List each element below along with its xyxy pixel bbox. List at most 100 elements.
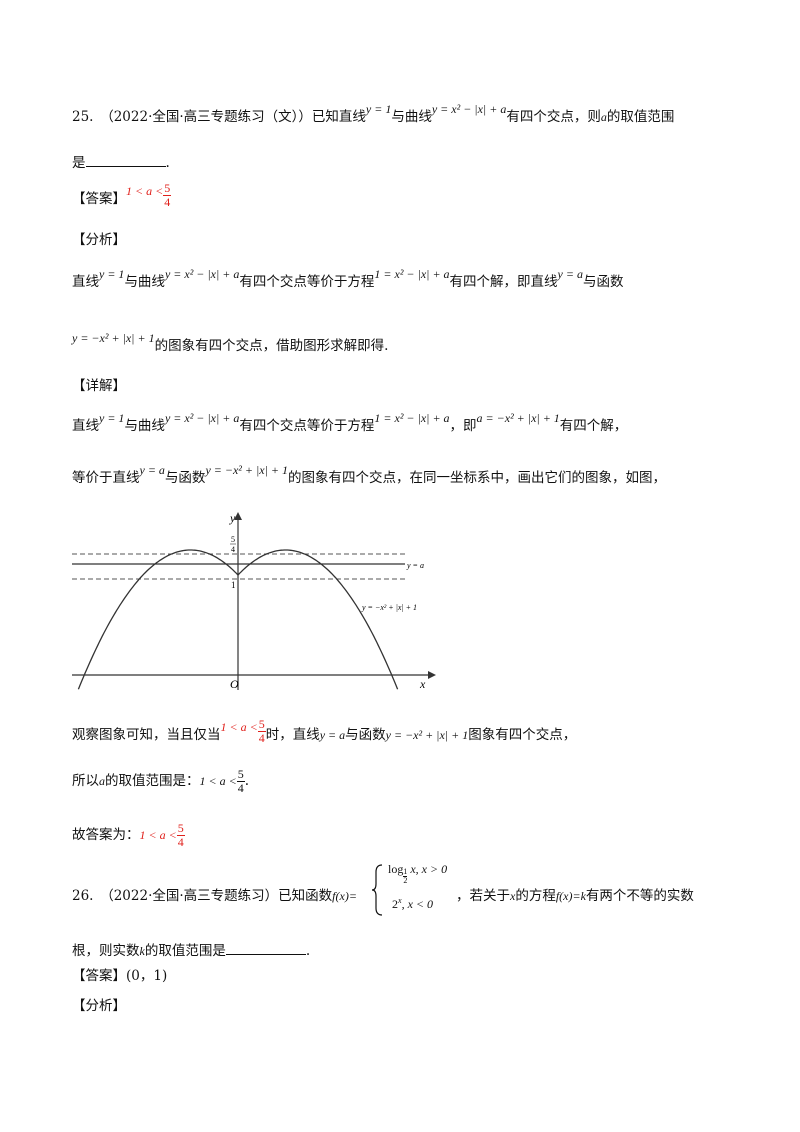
q25-final-line: 故答案为：1 < a <5 4 [72,822,185,849]
log-text: log [388,862,404,876]
var-x: x [510,889,516,903]
denominator: 4 [237,781,244,795]
text: 与函数 [582,274,624,290]
eq: a = −x² + |x| + 1 [476,411,560,425]
eq: y = −x² + |x| + 1 [72,331,155,345]
eq: y = 1 [99,411,125,425]
q26-stem-line1-tail: ，若关于x的方程f(x)=k有两个不等的实数 [456,886,694,906]
text-is: 是 [72,155,86,171]
text: 与曲线 [124,274,165,290]
q26-lead: 26. （2022·全国·高三专题练习）已知函数 [72,888,333,904]
text: 有四个解，即直线 [449,274,558,290]
q25-stem-line2: 是. [72,152,170,173]
answer-label: 【答案】 [72,191,126,207]
answer-label: 【答案】 [72,968,126,984]
analysis-label: 【分析】 [72,998,126,1014]
expr: 1 < a < [139,828,177,842]
text: 与函数 [164,470,206,486]
base-two: 2 [392,897,398,911]
text-range: 的取值范围 [606,109,675,125]
var-a: a [99,774,105,788]
piecewise-brace [372,864,383,916]
x-axis-arrow [428,671,436,679]
answer-blank [225,940,306,955]
eq: y = a [557,267,583,281]
analysis-label: 【分析】 [72,232,126,248]
text: 观察图象可知，当且仅当 [72,727,221,743]
exponent: x [398,896,402,905]
expr: 1 < a < [220,720,258,734]
label-y-equals-a: y = a [406,561,424,570]
var-k: k [139,944,145,958]
q25-detail-line1: 直线y = 1与曲线y = x² − |x| + a有四个交点等价于方程1 = … [72,411,628,436]
numerator: 5 [257,717,266,732]
eq: y = −x² + |x| + 1 [205,463,289,477]
eq: 1 = x² − |x| + a [374,411,450,425]
case2-condition: , x < 0 [401,897,433,911]
q25-analysis-line1: 直线y = 1与曲线y = x² − |x| + a有四个交点等价于方程1 = … [72,267,624,292]
text-four-intersections: 有四个交点，则 [506,109,601,125]
numerator: 5 [176,821,185,836]
answer-blank [85,152,166,167]
q26-answer: 【答案】(0，1) [72,966,167,986]
piecewise-case-1: log 1 2 x, x > 0 [388,862,447,885]
text: 直线 [72,274,99,290]
tick-label-five: 5 [231,535,235,544]
eq: y = x² − |x| + a [164,411,240,425]
tick-label-one: 1 [231,580,236,590]
q25-analysis-line2: y = −x² + |x| + 1的图象有四个交点，借助图形求解即得. [72,331,388,356]
text: 有四个解， [559,418,628,434]
answer-expr: 1 < a < [126,184,164,198]
numerator: 5 [236,767,245,782]
eq: y = −x² + |x| + 1 [385,728,469,742]
denominator: 4 [164,195,171,209]
y-axis-arrow [234,512,242,520]
text: 等价于直线 [72,470,140,486]
eq-curve: y = x² − |x| + a [431,102,507,116]
denominator: 4 [177,835,184,849]
text: 与函数 [345,727,386,743]
q25-therefore-line: 所以a的取值范围是：1 < a <5 4. [72,768,249,795]
origin-label: O [230,677,239,691]
x-axis-label: x [419,677,426,691]
q26-stem-line1: 26. （2022·全国·高三专题练习）已知函数f(x)= [72,886,357,906]
var-a: a [600,110,607,124]
text: 根，则实数 [72,943,140,959]
text: 与曲线 [124,418,165,434]
text: 的图象有四个交点，在同一坐标系中，画出它们的图象，如图， [288,470,667,486]
q25-detail-label: 【详解】 [72,376,126,396]
text: 直线 [72,418,99,434]
detail-label: 【详解】 [72,378,126,394]
text: 有两个不等的实数 [585,888,694,904]
piecewise-case-2: 2x, x < 0 [392,896,433,912]
period: . [305,943,311,959]
y-axis-label: y [229,511,236,525]
case1-condition: x, x > 0 [410,862,448,876]
q25-answer: 【答案】1 < a <5 4 [72,182,172,213]
text: 有四个交点等价于方程 [239,274,375,290]
text-with-curve: 与曲线 [391,109,432,125]
q25-stem-line1: 25. （2022·全国·高三专题练习（文））已知直线y = 1与曲线y = x… [72,102,675,127]
denominator: 4 [258,731,265,745]
eq: y = a [139,463,165,477]
denominator: 2 [403,876,408,885]
eq: y = a [319,728,346,742]
q25-detail-line2: 等价于直线y = a与函数y = −x² + |x| + 1的图象有四个交点，在… [72,463,667,488]
eq: f(x)=k [555,889,586,903]
label-curve: y = −x² + |x| + 1 [361,603,417,612]
expr: 1 < a < [199,774,237,788]
eq: y = x² − |x| + a [164,267,240,281]
text: 的方程 [515,888,556,904]
eq: y = 1 [99,267,125,281]
text: ，若关于 [456,888,510,904]
fx-label: f(x)= [332,889,357,903]
period: . [165,155,170,171]
q25-analysis-label: 【分析】 [72,230,126,250]
text: 所以 [72,773,99,789]
q26-analysis-label: 【分析】 [72,996,126,1016]
text: 图象有四个交点， [468,727,577,743]
